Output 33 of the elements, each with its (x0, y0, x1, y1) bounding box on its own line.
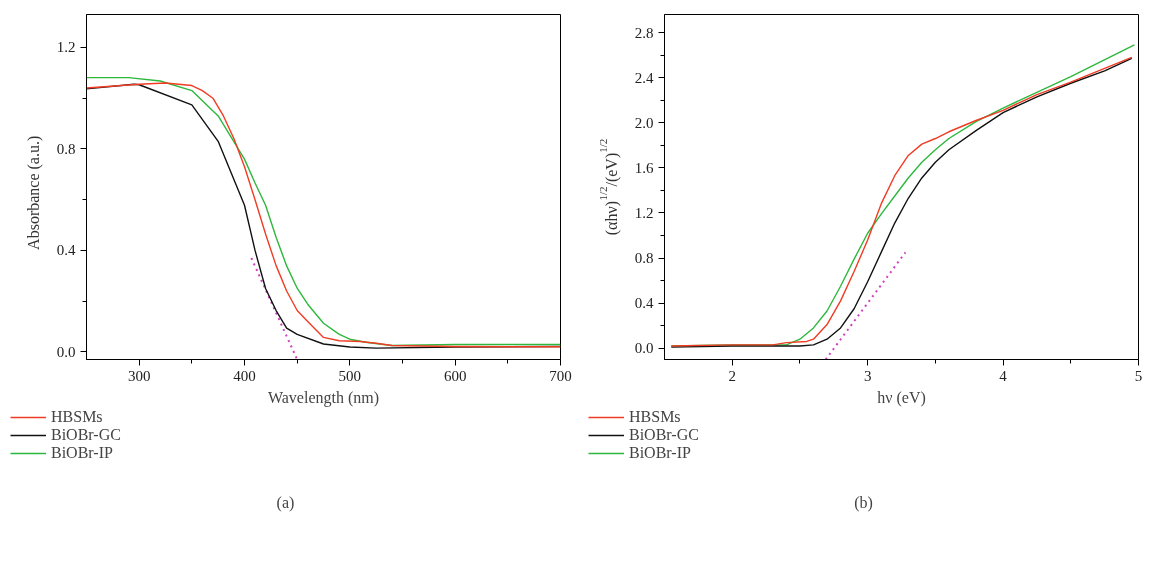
y-tick-label: 0.0 (56, 343, 76, 360)
y-tick-label: 1.6 (634, 159, 654, 176)
y-tick-label: 0.8 (56, 140, 76, 157)
x-tick-label: 600 (443, 367, 467, 384)
x-tick-label: 300 (127, 367, 151, 384)
legend-label: BiOBr-IP (629, 444, 691, 462)
x-tick-label: 5 (1134, 367, 1143, 384)
x-axis-title: hν (eV) (877, 388, 926, 407)
y-tick-label: 1.2 (634, 204, 654, 221)
y-axis-title: Absorbance (a.u.) (24, 135, 43, 250)
x-tick-label: 4 (999, 367, 1008, 384)
y-tick-label: 2.8 (634, 24, 654, 41)
y-tick-label: 0.4 (56, 242, 76, 259)
legend-label: BiOBr-GC (51, 426, 121, 444)
y-tick-label: 0.8 (634, 250, 654, 267)
x-tick-label: 500 (338, 367, 362, 384)
y-tick-label: 0.0 (634, 340, 654, 357)
legend-label: HBSMs (51, 408, 103, 426)
text: (a) (276, 493, 295, 512)
y-tick-label: 2.4 (634, 69, 654, 86)
y-tick-label: 1.2 (56, 39, 76, 56)
x-tick-label: 2 (728, 367, 736, 384)
y-tick-label: 0.4 (634, 295, 654, 312)
x-axis-title: Wavelength (nm) (267, 388, 380, 407)
legend-label: HBSMs (629, 408, 681, 426)
x-tick-label: 3 (863, 367, 872, 384)
text: (b) (854, 493, 873, 512)
legend-label: BiOBr-IP (51, 444, 113, 462)
y-tick-label: 2.0 (634, 114, 654, 131)
x-tick-label: 400 (233, 367, 256, 384)
legend-label: BiOBr-GC (629, 426, 699, 444)
x-tick-label: 700 (549, 367, 572, 384)
y-axis-title: (αhν)1/2/(eV)1/2 (597, 138, 621, 236)
